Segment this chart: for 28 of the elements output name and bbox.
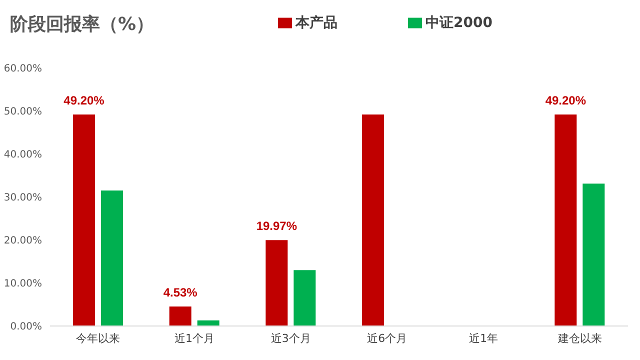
data-label: 49.20% (545, 93, 586, 108)
bar (73, 114, 95, 326)
y-tick-label: 60.00% (4, 64, 42, 75)
legend-label: 本产品 (296, 15, 338, 31)
x-tick-label: 建仓以来 (556, 332, 602, 345)
bar (554, 114, 577, 326)
x-tick-label: 今年以来 (76, 332, 120, 345)
legend-label: 中证2000 (426, 15, 492, 31)
y-tick-label: 20.00% (4, 236, 42, 247)
bar (362, 114, 384, 326)
x-tick-label: 近1个月 (174, 332, 214, 345)
bar (266, 240, 288, 326)
y-tick-label: 40.00% (4, 150, 42, 161)
bar (582, 184, 605, 326)
data-label: 4.53% (163, 286, 198, 300)
bar (169, 306, 192, 326)
y-tick-label: 0.00% (10, 322, 42, 333)
y-tick-label: 30.00% (4, 192, 42, 204)
data-label: 19.97% (256, 219, 298, 234)
bar (101, 190, 123, 326)
x-tick-label: 近6个月 (367, 332, 408, 345)
data-label: 49.20% (64, 93, 105, 108)
x-tick-label: 近3个月 (270, 332, 311, 345)
bar (294, 270, 316, 326)
x-tick-label: 近1年 (469, 332, 498, 345)
y-tick-label: 50.00% (4, 106, 42, 118)
chart-title: 阶段回报率（%） (10, 13, 154, 36)
y-tick-label: 10.00% (4, 278, 42, 290)
